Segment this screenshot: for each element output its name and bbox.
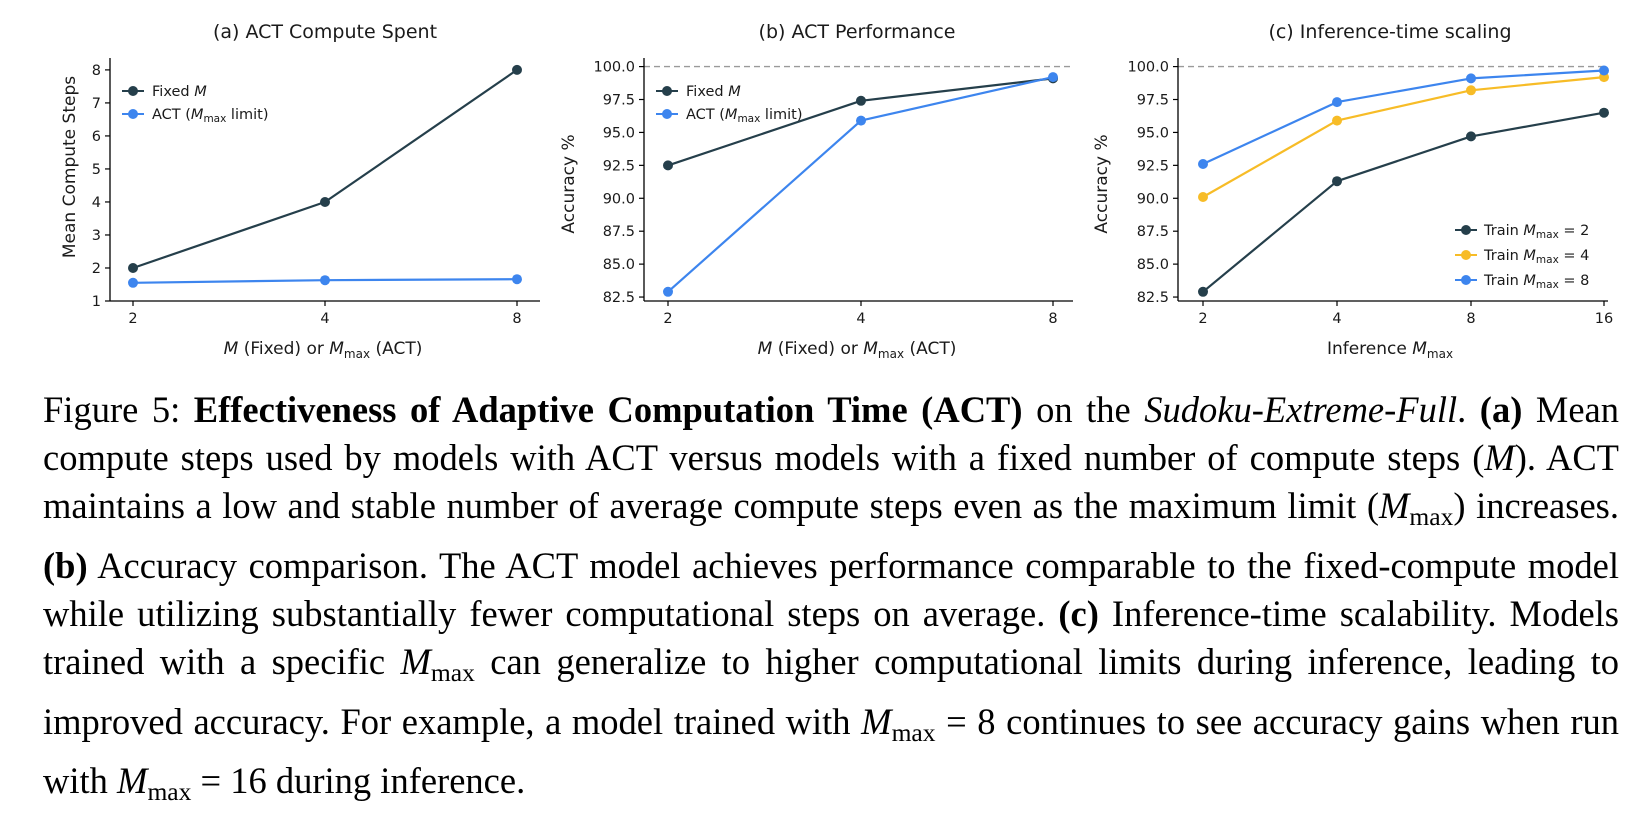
data-point (1332, 97, 1342, 108)
x-tick-label: 2 (1198, 311, 1207, 327)
y-tick-label: 87.5 (603, 224, 635, 240)
chart-title: (a) ACT Compute Spent (213, 21, 437, 43)
y-tick-label: 90.0 (1137, 191, 1169, 207)
panel-b-act-performance: (b) ACT Performance Accuracy % M (Fixed)… (559, 21, 1073, 361)
y-tick-label: 95.0 (603, 125, 635, 141)
caption-c-label: (c) (1058, 592, 1099, 634)
caption-title: Effectiveness of Adaptive Computation Ti… (193, 389, 1023, 430)
data-point (856, 95, 866, 106)
legend-marker-fixed (662, 86, 672, 96)
data-point (128, 277, 138, 288)
data-point (1466, 85, 1476, 96)
dataset-name: Sudoku-Extreme-Full (1144, 389, 1458, 430)
series-line-1 (1202, 76, 1605, 198)
data-point (320, 197, 330, 207)
legend-marker-act (128, 109, 138, 119)
data-point (1198, 159, 1208, 169)
y-tick-label: 82.5 (1137, 290, 1169, 306)
caption-label: Figure 5: (43, 389, 181, 430)
plot-area: 1 2 3 4 5 6 7 8 2 4 8 (92, 58, 540, 327)
y-tick-label: 5 (92, 162, 101, 178)
x-tick-label: 8 (1466, 311, 1475, 327)
series-line-0 (1202, 111, 1605, 293)
data-point (320, 275, 330, 286)
data-point (1198, 192, 1208, 202)
legend-label-act: ACT (Mmax limit) (686, 107, 803, 125)
x-axis-label: M (Fixed) or Mmax (ACT) (758, 339, 957, 361)
charts-figure: (a) ACT Compute Spent Mean Compute Steps… (60, 21, 1613, 361)
y-tick-label: 95.0 (1137, 125, 1169, 141)
x-tick-label: 4 (1332, 311, 1341, 327)
caption-b-label: (b) (43, 544, 88, 586)
y-tick-label: 87.5 (1137, 224, 1169, 240)
x-tick-label: 16 (1595, 311, 1613, 327)
y-tick-label: 2 (92, 261, 101, 277)
y-tick-label: 7 (92, 96, 101, 112)
y-tick-label: 1 (92, 294, 101, 310)
data-point (663, 286, 673, 297)
y-tick-label: 4 (92, 195, 101, 211)
data-point (512, 64, 522, 75)
chart-title: (c) Inference-time scaling (1268, 21, 1511, 43)
legend-label-act: ACT (Mmax limit) (152, 107, 269, 125)
y-tick-label: 85.0 (1137, 257, 1169, 273)
data-point (1332, 115, 1342, 126)
y-axis-label: Accuracy % (559, 134, 579, 233)
data-point (663, 160, 673, 171)
panel-c-inference-scaling: (c) Inference-time scaling Accuracy % In… (1092, 21, 1613, 361)
legend-marker-train2 (1461, 225, 1471, 235)
data-point (1466, 131, 1476, 142)
data-point (1048, 72, 1058, 83)
data-point (1599, 107, 1609, 118)
x-tick-label: 4 (320, 311, 329, 327)
x-axis-label: Inference Mmax (1327, 339, 1453, 361)
legend-label-fixed: Fixed M (152, 84, 207, 100)
data-point (1332, 176, 1342, 187)
legend-label-fixed: Fixed M (686, 84, 741, 100)
x-tick-label: 2 (128, 311, 137, 327)
x-tick-label: 4 (856, 311, 865, 327)
legend-marker-fixed (128, 86, 138, 96)
x-tick-label: 8 (512, 311, 521, 327)
y-tick-label: 92.5 (1137, 158, 1169, 174)
chart-title: (b) ACT Performance (759, 21, 956, 43)
panel-a-compute-spent: (a) ACT Compute Spent Mean Compute Steps… (60, 21, 540, 361)
y-tick-label: 85.0 (603, 257, 635, 273)
y-tick-label: 82.5 (603, 290, 635, 306)
legend-marker-act (662, 109, 672, 119)
legend-label-train2: Train Mmax = 2 (1483, 223, 1589, 241)
legend: Train Mmax = 2 Train Mmax = 4 Train Mmax… (1455, 223, 1589, 291)
caption-a-label: (a) (1479, 389, 1523, 430)
plot-area: 82.5 85.0 87.5 90.0 92.5 95.0 97.5 100.0 2 4 8 (593, 58, 1073, 327)
legend-marker-train4 (1461, 250, 1471, 260)
data-point (128, 263, 138, 273)
y-tick-label: 3 (92, 228, 101, 244)
data-point (512, 274, 522, 285)
y-tick-label: 92.5 (603, 158, 635, 174)
x-axis-label: M (Fixed) or Mmax (ACT) (224, 339, 423, 361)
data-point (1466, 73, 1476, 84)
y-tick-label: 8 (92, 63, 101, 79)
legend: Fixed M ACT (Mmax limit) (656, 84, 803, 125)
y-tick-label: 97.5 (603, 93, 635, 109)
y-tick-label: 6 (92, 129, 101, 145)
data-point (1198, 286, 1208, 297)
y-tick-label: 100.0 (593, 60, 635, 76)
legend-label-train4: Train Mmax = 4 (1483, 248, 1589, 266)
y-axis-label: Accuracy % (1092, 134, 1112, 233)
legend: Fixed M ACT (Mmax limit) (122, 84, 269, 125)
y-tick-label: 90.0 (603, 191, 635, 207)
x-tick-label: 2 (663, 311, 672, 327)
y-tick-label: 100.0 (1127, 60, 1169, 76)
y-axis-label: Mean Compute Steps (60, 76, 80, 258)
legend-marker-train8 (1461, 275, 1471, 285)
legend-label-train8: Train Mmax = 8 (1483, 273, 1589, 291)
series-line-2 (1202, 69, 1605, 165)
figure-caption: Figure 5: Effectiveness of Adaptive Comp… (43, 389, 1620, 806)
plot-area: 82.5 85.0 87.5 90.0 92.5 95.0 97.5 100.0 2 4 8 16 (1127, 58, 1613, 327)
x-tick-label: 8 (1048, 311, 1057, 327)
data-point (1599, 65, 1609, 76)
data-point (856, 115, 866, 126)
y-tick-label: 97.5 (1137, 93, 1169, 109)
